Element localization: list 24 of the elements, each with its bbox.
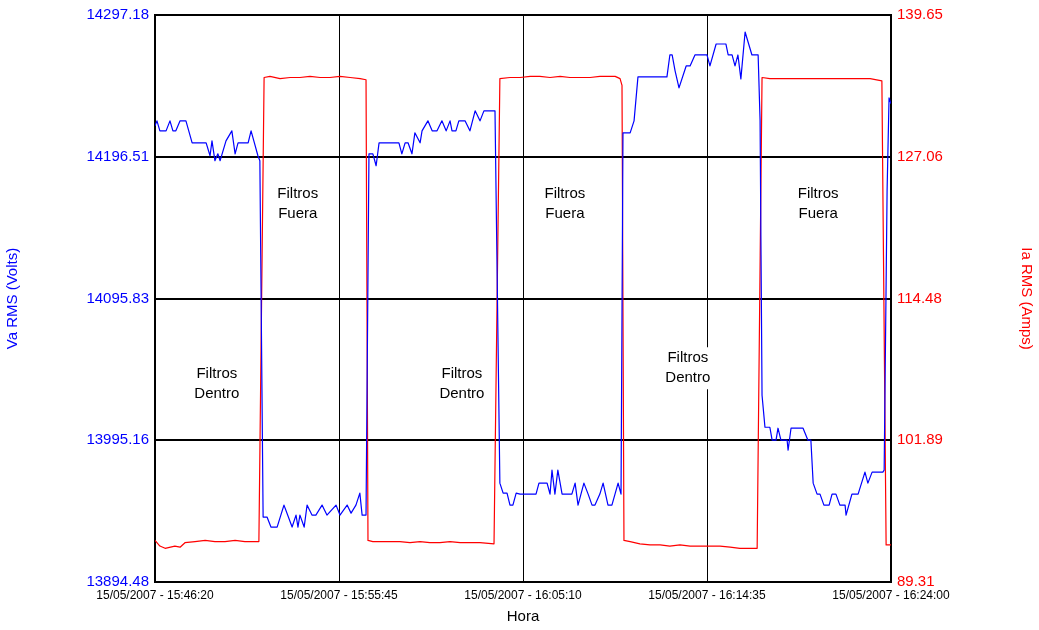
y-tick-label: 14095.83 <box>86 288 149 306</box>
y-tick-label: 14297.18 <box>86 5 149 23</box>
y2-tick-label: 139.65 <box>897 5 943 23</box>
annotation: Filtros Fuera <box>277 183 319 221</box>
y-tick-label: 13894.48 <box>86 572 149 590</box>
x-tick-label: 15/05/2007 - 15:46:20 <box>96 587 215 602</box>
y2-tick-label: 127.06 <box>897 146 943 164</box>
y2-tick-label: 114.48 <box>897 288 942 306</box>
x-tick-label: 15/05/2007 - 16:05:10 <box>464 587 583 602</box>
x-axis-title: Hora <box>506 607 540 625</box>
y-axis-title: Va RMS (Volts) <box>3 247 21 350</box>
x-tick-label: 15/05/2007 - 16:14:35 <box>648 587 767 602</box>
y2-axis-title: Ia RMS (Amps) <box>1018 247 1036 350</box>
x-tick-label: 15/05/2007 - 16:24:00 <box>832 587 951 602</box>
y2-tick-label: 89.31 <box>897 572 935 590</box>
y-tick-label: 14196.51 <box>86 146 149 164</box>
annotation: Filtros Fuera <box>797 183 839 221</box>
x-tick-label: 15/05/2007 - 15:55:45 <box>280 587 399 602</box>
y-tick-label: 13995.16 <box>86 430 149 448</box>
annotation: Filtros Fuera <box>544 183 586 221</box>
annotation: Filtros Dentro <box>665 348 711 386</box>
annotation: Filtros Dentro <box>439 364 485 402</box>
annotation: Filtros Dentro <box>194 364 240 402</box>
y2-tick-label: 101.89 <box>897 430 943 448</box>
